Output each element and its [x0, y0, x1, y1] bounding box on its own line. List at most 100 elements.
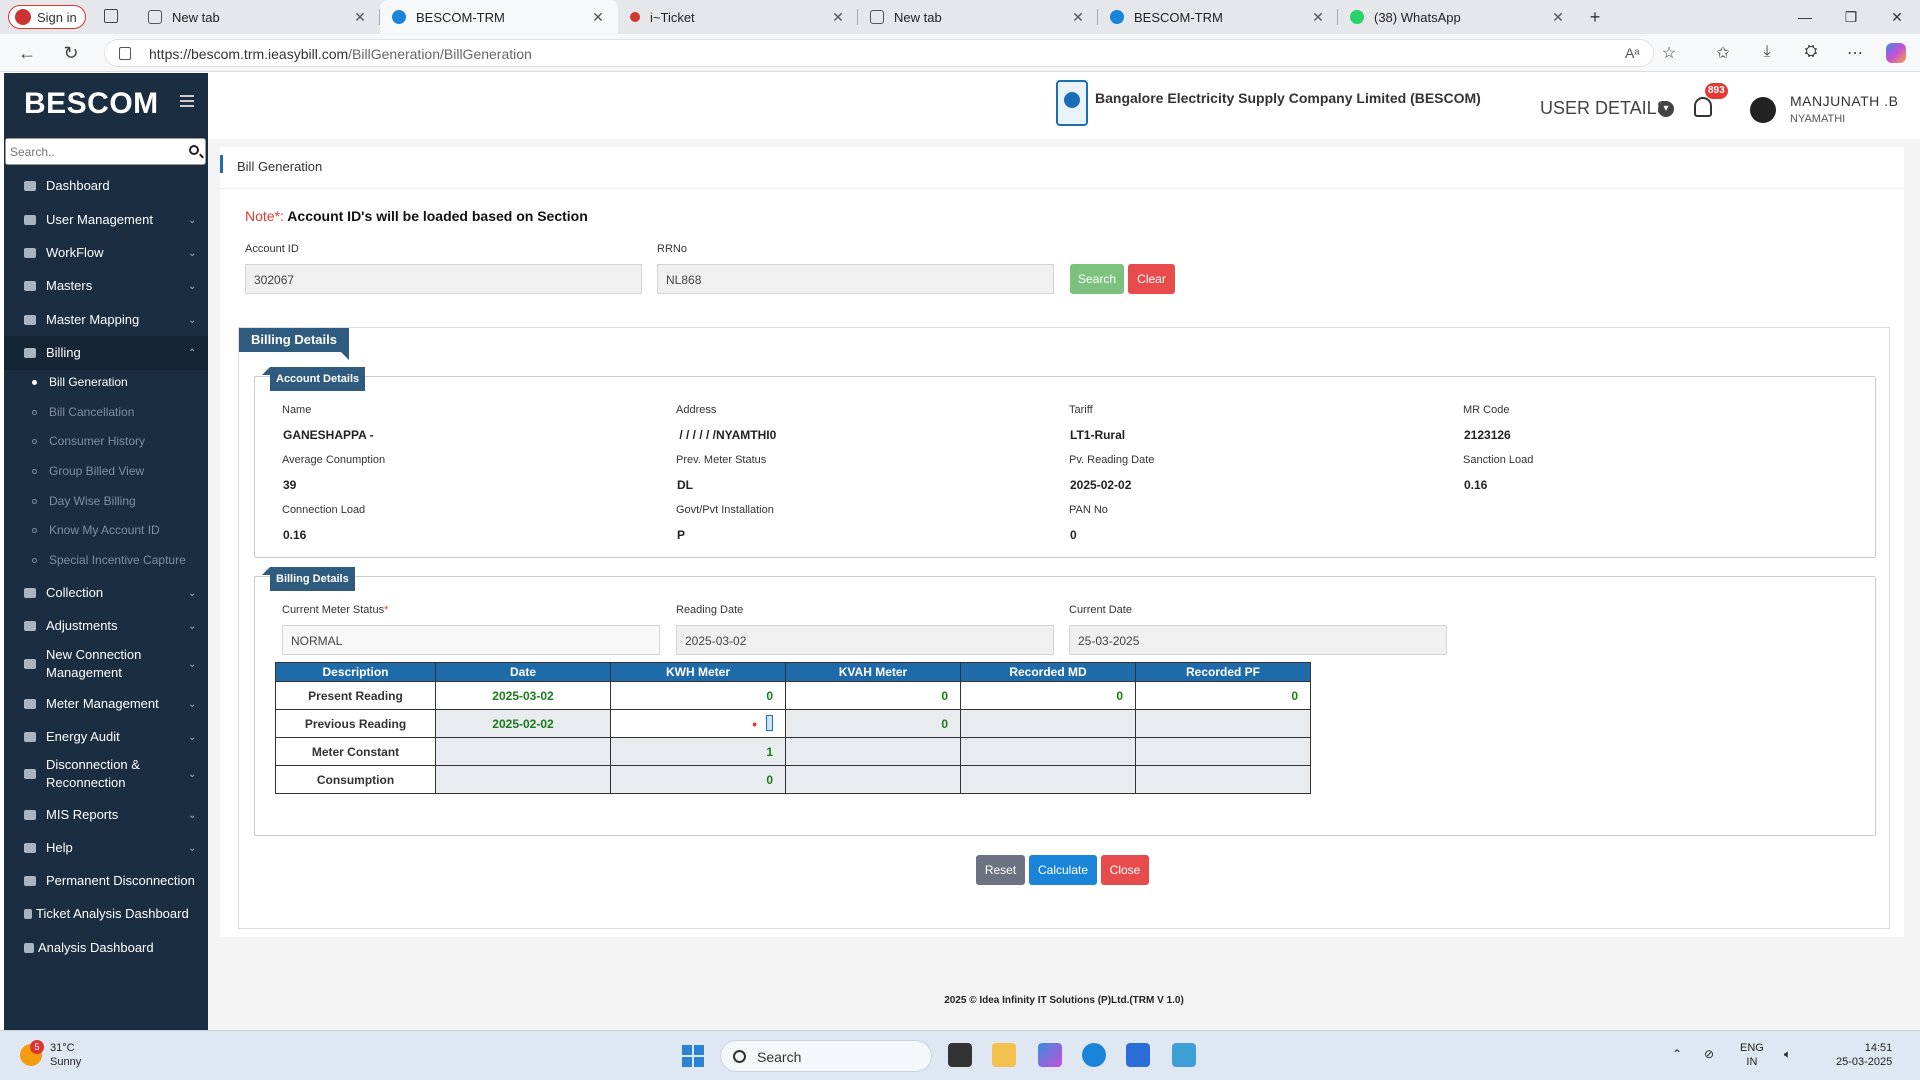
close-icon[interactable]: ✕ — [1312, 8, 1324, 25]
windows-start-icon[interactable] — [682, 1045, 704, 1067]
adjust-icon — [24, 621, 36, 631]
favorite-star-icon[interactable]: ☆ — [1661, 45, 1677, 62]
chevron-down-icon: ⌄ — [188, 768, 197, 780]
workflow-icon — [24, 248, 36, 258]
user-icon — [24, 215, 36, 225]
previous-kvah-value: 0 — [785, 709, 961, 738]
url-field[interactable]: https://bescom.trm.ieasybill.com/BillGen… — [104, 39, 1654, 67]
sidebar-item-disconnection-reconnection[interactable]: Disconnection & Reconnection ⌄ — [4, 753, 208, 795]
meter-status-select[interactable]: NORMAL — [282, 625, 660, 655]
restore-button[interactable]: ❐ — [1844, 8, 1858, 25]
sidebar-item-help[interactable]: Help ⌄ — [4, 831, 208, 865]
present-md-input[interactable]: 0 — [960, 681, 1136, 710]
sidebar-item-workflow[interactable]: WorkFlow ⌄ — [4, 236, 208, 270]
sidebar-subitem-know-my-account-id[interactable]: Know My Account ID — [4, 523, 208, 547]
sidebar-search-input[interactable] — [6, 139, 176, 164]
avatar[interactable] — [1750, 97, 1776, 123]
chevron-down-icon[interactable]: ▾ — [1658, 101, 1674, 117]
tab-bescom-trm-active[interactable]: BESCOM-TRM ✕ — [380, 0, 618, 34]
task-view-icon[interactable] — [948, 1043, 972, 1067]
sidebar-item-mis-reports[interactable]: MIS Reports ⌄ — [4, 798, 208, 832]
close-icon[interactable]: ✕ — [832, 8, 844, 25]
tab-actions-icon[interactable] — [104, 9, 118, 23]
sidebar-subitem-group-billed-view[interactable]: Group Billed View — [4, 464, 208, 488]
tab-iticket[interactable]: i~Ticket ✕ — [618, 0, 858, 34]
sidebar-item-analysis-dashboard[interactable]: Analysis Dashboard — [4, 931, 208, 965]
sidebar-item-adjustments[interactable]: Adjustments ⌄ — [4, 609, 208, 643]
close-icon[interactable]: ✕ — [592, 8, 604, 25]
user-details-menu[interactable]: USER DETAILS — [1540, 98, 1669, 118]
copilot-app-icon[interactable] — [1038, 1043, 1062, 1067]
previous-kwh-input[interactable]: • — [610, 709, 786, 738]
more-menu-icon[interactable]: ⋯ — [1847, 45, 1863, 62]
sidebar-item-permanent-disconnection[interactable]: Permanent Disconnection — [4, 864, 208, 898]
sidebar-subitem-bill-generation[interactable]: Bill Generation — [4, 375, 208, 399]
ticket-icon — [24, 909, 32, 919]
refresh-button[interactable]: ↻ — [63, 43, 79, 63]
sidebar-item-masters[interactable]: Masters ⌄ — [4, 269, 208, 303]
url-host: https://bescom.trm.ieasybill.com — [149, 46, 349, 62]
sidebar-item-meter-management[interactable]: Meter Management ⌄ — [4, 687, 208, 721]
network-icon[interactable]: ⊘ — [1704, 1047, 1715, 1061]
read-aloud-icon[interactable]: Aᵃ — [1625, 45, 1640, 61]
copilot-icon[interactable] — [1886, 43, 1906, 63]
sidebar-subitem-bill-cancellation[interactable]: Bill Cancellation — [4, 405, 208, 429]
clock[interactable]: 14:51 25-03-2025 — [1836, 1042, 1893, 1068]
reset-button[interactable]: Reset — [976, 855, 1025, 885]
favorites-icon[interactable]: ✩ — [1716, 45, 1730, 62]
sidebar-item-master-mapping[interactable]: Master Mapping ⌄ — [4, 303, 208, 337]
tab-new-tab-2[interactable]: New tab ✕ — [858, 0, 1098, 34]
taskbar-search[interactable]: Search — [720, 1040, 932, 1072]
tab-bescom-trm-2[interactable]: BESCOM-TRM ✕ — [1098, 0, 1338, 34]
remote-desktop-icon[interactable] — [1172, 1043, 1196, 1067]
close-icon[interactable]: ✕ — [1552, 8, 1564, 25]
account-id-field[interactable]: 302067 — [245, 264, 642, 294]
sidebar-subitem-special-incentive-capture[interactable]: Special Incentive Capture — [4, 553, 208, 577]
present-kwh-input[interactable]: 0 — [610, 681, 786, 710]
tab-new-tab-1[interactable]: New tab ✕ — [136, 0, 380, 34]
mapping-icon — [24, 315, 36, 325]
sidebar-item-energy-audit[interactable]: Energy Audit ⌄ — [4, 720, 208, 754]
store-icon[interactable] — [1126, 1043, 1150, 1067]
sidebar-subitem-consumer-history[interactable]: Consumer History — [4, 434, 208, 458]
chevron-down-icon: ⌄ — [188, 842, 197, 854]
chart-icon — [24, 810, 36, 820]
edge-browser-icon[interactable] — [1082, 1043, 1106, 1067]
language-indicator[interactable]: ENG IN — [1740, 1042, 1764, 1068]
sidebar-item-user-management[interactable]: User Management ⌄ — [4, 203, 208, 237]
app-header: Bangalore Electricity Supply Company Lim… — [208, 73, 1920, 139]
extensions-icon[interactable]: ⛭ — [1804, 43, 1818, 60]
search-button[interactable]: Search — [1070, 264, 1124, 294]
tray-chevron-icon[interactable]: ⌃ — [1672, 1047, 1683, 1061]
file-explorer-icon[interactable] — [992, 1043, 1016, 1067]
sidebar-item-ticket-analysis-dashboard[interactable]: Ticket Analysis Dashboard — [4, 897, 208, 931]
breadcrumb: Bill Generation — [220, 147, 1904, 189]
reading-date-field[interactable]: 2025-03-02 — [676, 625, 1054, 655]
close-window-button[interactable]: ✕ — [1891, 8, 1903, 25]
new-tab-button[interactable]: + — [1589, 6, 1601, 27]
calculate-button[interactable]: Calculate — [1029, 855, 1097, 885]
close-icon[interactable]: ✕ — [354, 8, 366, 25]
present-pf-input[interactable]: 0 — [1135, 681, 1311, 710]
volume-icon[interactable]: 🔈︎ — [1784, 1047, 1792, 1061]
clear-button[interactable]: Clear — [1128, 264, 1175, 294]
sidebar-item-new-connection-management[interactable]: New Connection Management ⌄ — [4, 643, 208, 685]
search-icon[interactable] — [189, 145, 199, 155]
sidebar-subitem-day-wise-billing[interactable]: Day Wise Billing — [4, 494, 208, 518]
rrno-field[interactable]: NL868 — [657, 264, 1054, 294]
download-icon[interactable]: ⤓ — [1763, 43, 1771, 60]
bell-icon[interactable] — [1694, 97, 1712, 117]
sidebar-item-billing[interactable]: Billing ⌃ — [4, 336, 208, 370]
minimize-button[interactable]: — — [1798, 9, 1812, 25]
back-button[interactable]: ← — [18, 43, 36, 63]
hamburger-menu-icon[interactable] — [180, 95, 194, 107]
sidebar-item-dashboard[interactable]: Dashboard — [4, 169, 208, 203]
close-icon[interactable]: ✕ — [1072, 8, 1084, 25]
present-kvah-input[interactable]: 0 — [785, 681, 961, 710]
weather-condition: Sunny — [50, 1056, 82, 1068]
close-button[interactable]: Close — [1101, 855, 1149, 885]
sidebar-item-collection[interactable]: Collection ⌄ — [4, 576, 208, 610]
weather-widget[interactable]: 5 31°C Sunny — [20, 1040, 82, 1069]
sign-in-button[interactable]: Sign in — [8, 5, 86, 29]
tab-whatsapp[interactable]: (38) WhatsApp ✕ — [1338, 0, 1578, 34]
